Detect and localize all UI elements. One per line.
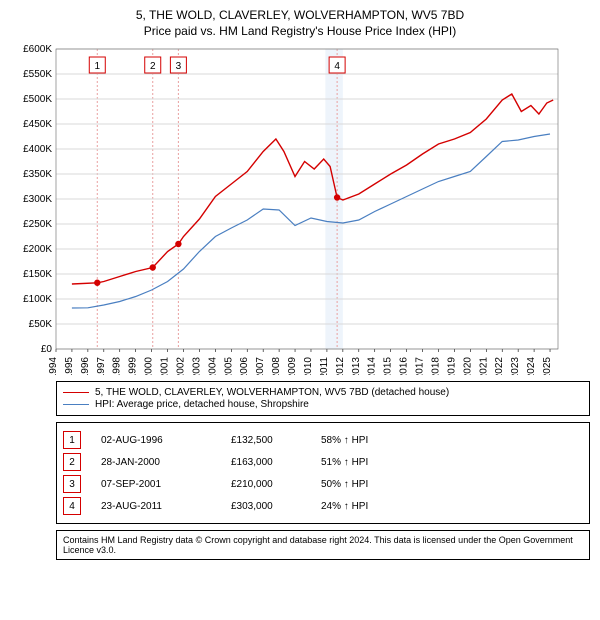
tx-hpi: 51% ↑ HPI xyxy=(321,457,368,468)
svg-text:2019: 2019 xyxy=(446,357,457,375)
table-row: 3 07-SEP-2001£210,00050% ↑ HPI xyxy=(63,475,583,493)
svg-text:1995: 1995 xyxy=(64,357,75,375)
svg-text:2022: 2022 xyxy=(494,357,505,375)
svg-text:2007: 2007 xyxy=(255,357,266,375)
tx-hpi: 50% ↑ HPI xyxy=(321,479,368,490)
chart-title: 5, THE WOLD, CLAVERLEY, WOLVERHAMPTON, W… xyxy=(10,8,590,39)
svg-text:2005: 2005 xyxy=(223,357,234,375)
tx-date: 02-AUG-1996 xyxy=(101,435,231,446)
svg-text:2015: 2015 xyxy=(383,357,394,375)
tx-price: £303,000 xyxy=(231,501,321,512)
svg-text:3: 3 xyxy=(176,61,182,72)
svg-text:2016: 2016 xyxy=(399,357,410,375)
svg-text:2024: 2024 xyxy=(526,357,537,375)
tx-badge: 2 xyxy=(63,453,81,471)
legend-swatch xyxy=(63,404,89,405)
svg-text:1: 1 xyxy=(94,61,100,72)
svg-text:2011: 2011 xyxy=(319,357,330,375)
svg-text:4: 4 xyxy=(334,61,340,72)
table-row: 4 23-AUG-2011£303,00024% ↑ HPI xyxy=(63,497,583,515)
tx-price: £210,000 xyxy=(231,479,321,490)
svg-text:1998: 1998 xyxy=(112,357,123,375)
svg-text:2018: 2018 xyxy=(430,357,441,375)
title-line1: 5, THE WOLD, CLAVERLEY, WOLVERHAMPTON, W… xyxy=(10,8,590,24)
svg-text:2017: 2017 xyxy=(415,357,426,375)
svg-text:2014: 2014 xyxy=(367,357,378,375)
chart-svg: £0 £50K £100K £150K £200K £250K £300K £350K £400… xyxy=(10,45,570,375)
svg-text:£200K: £200K xyxy=(23,244,52,255)
svg-text:2006: 2006 xyxy=(239,357,250,375)
tx-price: £132,500 xyxy=(231,435,321,446)
svg-text:2001: 2001 xyxy=(160,357,171,375)
svg-text:2010: 2010 xyxy=(303,357,314,375)
table-row: 1 02-AUG-1996£132,50058% ↑ HPI xyxy=(63,431,583,449)
svg-text:2008: 2008 xyxy=(271,357,282,375)
tx-date: 28-JAN-2000 xyxy=(101,457,231,468)
transactions-table: 1 02-AUG-1996£132,50058% ↑ HPI 2 28-JAN-200… xyxy=(56,422,590,524)
tx-date: 07-SEP-2001 xyxy=(101,479,231,490)
legend: 5, THE WOLD, CLAVERLEY, WOLVERHAMPTON, W… xyxy=(56,381,590,416)
svg-text:£400K: £400K xyxy=(23,144,52,155)
svg-text:2003: 2003 xyxy=(191,357,202,375)
svg-text:1997: 1997 xyxy=(96,357,107,375)
svg-text:£550K: £550K xyxy=(23,69,52,80)
svg-text:1999: 1999 xyxy=(128,357,139,375)
svg-text:£500K: £500K xyxy=(23,94,52,105)
legend-item: HPI: Average price, detached house, Shro… xyxy=(63,399,583,410)
credit-text: Contains HM Land Registry data © Crown c… xyxy=(56,530,590,560)
svg-text:£300K: £300K xyxy=(23,194,52,205)
svg-text:£150K: £150K xyxy=(23,269,52,280)
tx-hpi: 58% ↑ HPI xyxy=(321,435,368,446)
svg-text:2012: 2012 xyxy=(335,357,346,375)
tx-price: £163,000 xyxy=(231,457,321,468)
svg-text:£50K: £50K xyxy=(29,319,53,330)
svg-text:2002: 2002 xyxy=(175,357,186,375)
svg-text:2: 2 xyxy=(150,61,156,72)
svg-text:2004: 2004 xyxy=(207,357,218,375)
tx-badge: 4 xyxy=(63,497,81,515)
tx-date: 23-AUG-2011 xyxy=(101,501,231,512)
legend-swatch xyxy=(63,392,89,393)
svg-text:£250K: £250K xyxy=(23,219,52,230)
legend-item: 5, THE WOLD, CLAVERLEY, WOLVERHAMPTON, W… xyxy=(63,387,583,398)
title-line2: Price paid vs. HM Land Registry's House … xyxy=(10,24,590,40)
chart: £0 £50K £100K £150K £200K £250K £300K £350K £400… xyxy=(10,45,590,375)
svg-text:£350K: £350K xyxy=(23,169,52,180)
tx-badge: 3 xyxy=(63,475,81,493)
svg-text:2025: 2025 xyxy=(542,357,553,375)
tx-hpi: 24% ↑ HPI xyxy=(321,501,368,512)
svg-text:£100K: £100K xyxy=(23,294,52,305)
svg-text:£450K: £450K xyxy=(23,119,52,130)
svg-text:£0: £0 xyxy=(41,344,53,355)
legend-label: 5, THE WOLD, CLAVERLEY, WOLVERHAMPTON, W… xyxy=(95,387,449,398)
svg-text:£600K: £600K xyxy=(23,45,52,55)
svg-text:2020: 2020 xyxy=(462,357,473,375)
svg-text:2013: 2013 xyxy=(351,357,362,375)
legend-label: HPI: Average price, detached house, Shro… xyxy=(95,399,309,410)
svg-text:2021: 2021 xyxy=(478,357,489,375)
svg-text:2009: 2009 xyxy=(287,357,298,375)
svg-text:1994: 1994 xyxy=(48,357,59,375)
svg-text:1996: 1996 xyxy=(80,357,91,375)
tx-badge: 1 xyxy=(63,431,81,449)
table-row: 2 28-JAN-2000£163,00051% ↑ HPI xyxy=(63,453,583,471)
svg-text:2023: 2023 xyxy=(510,357,521,375)
svg-text:2000: 2000 xyxy=(144,357,155,375)
